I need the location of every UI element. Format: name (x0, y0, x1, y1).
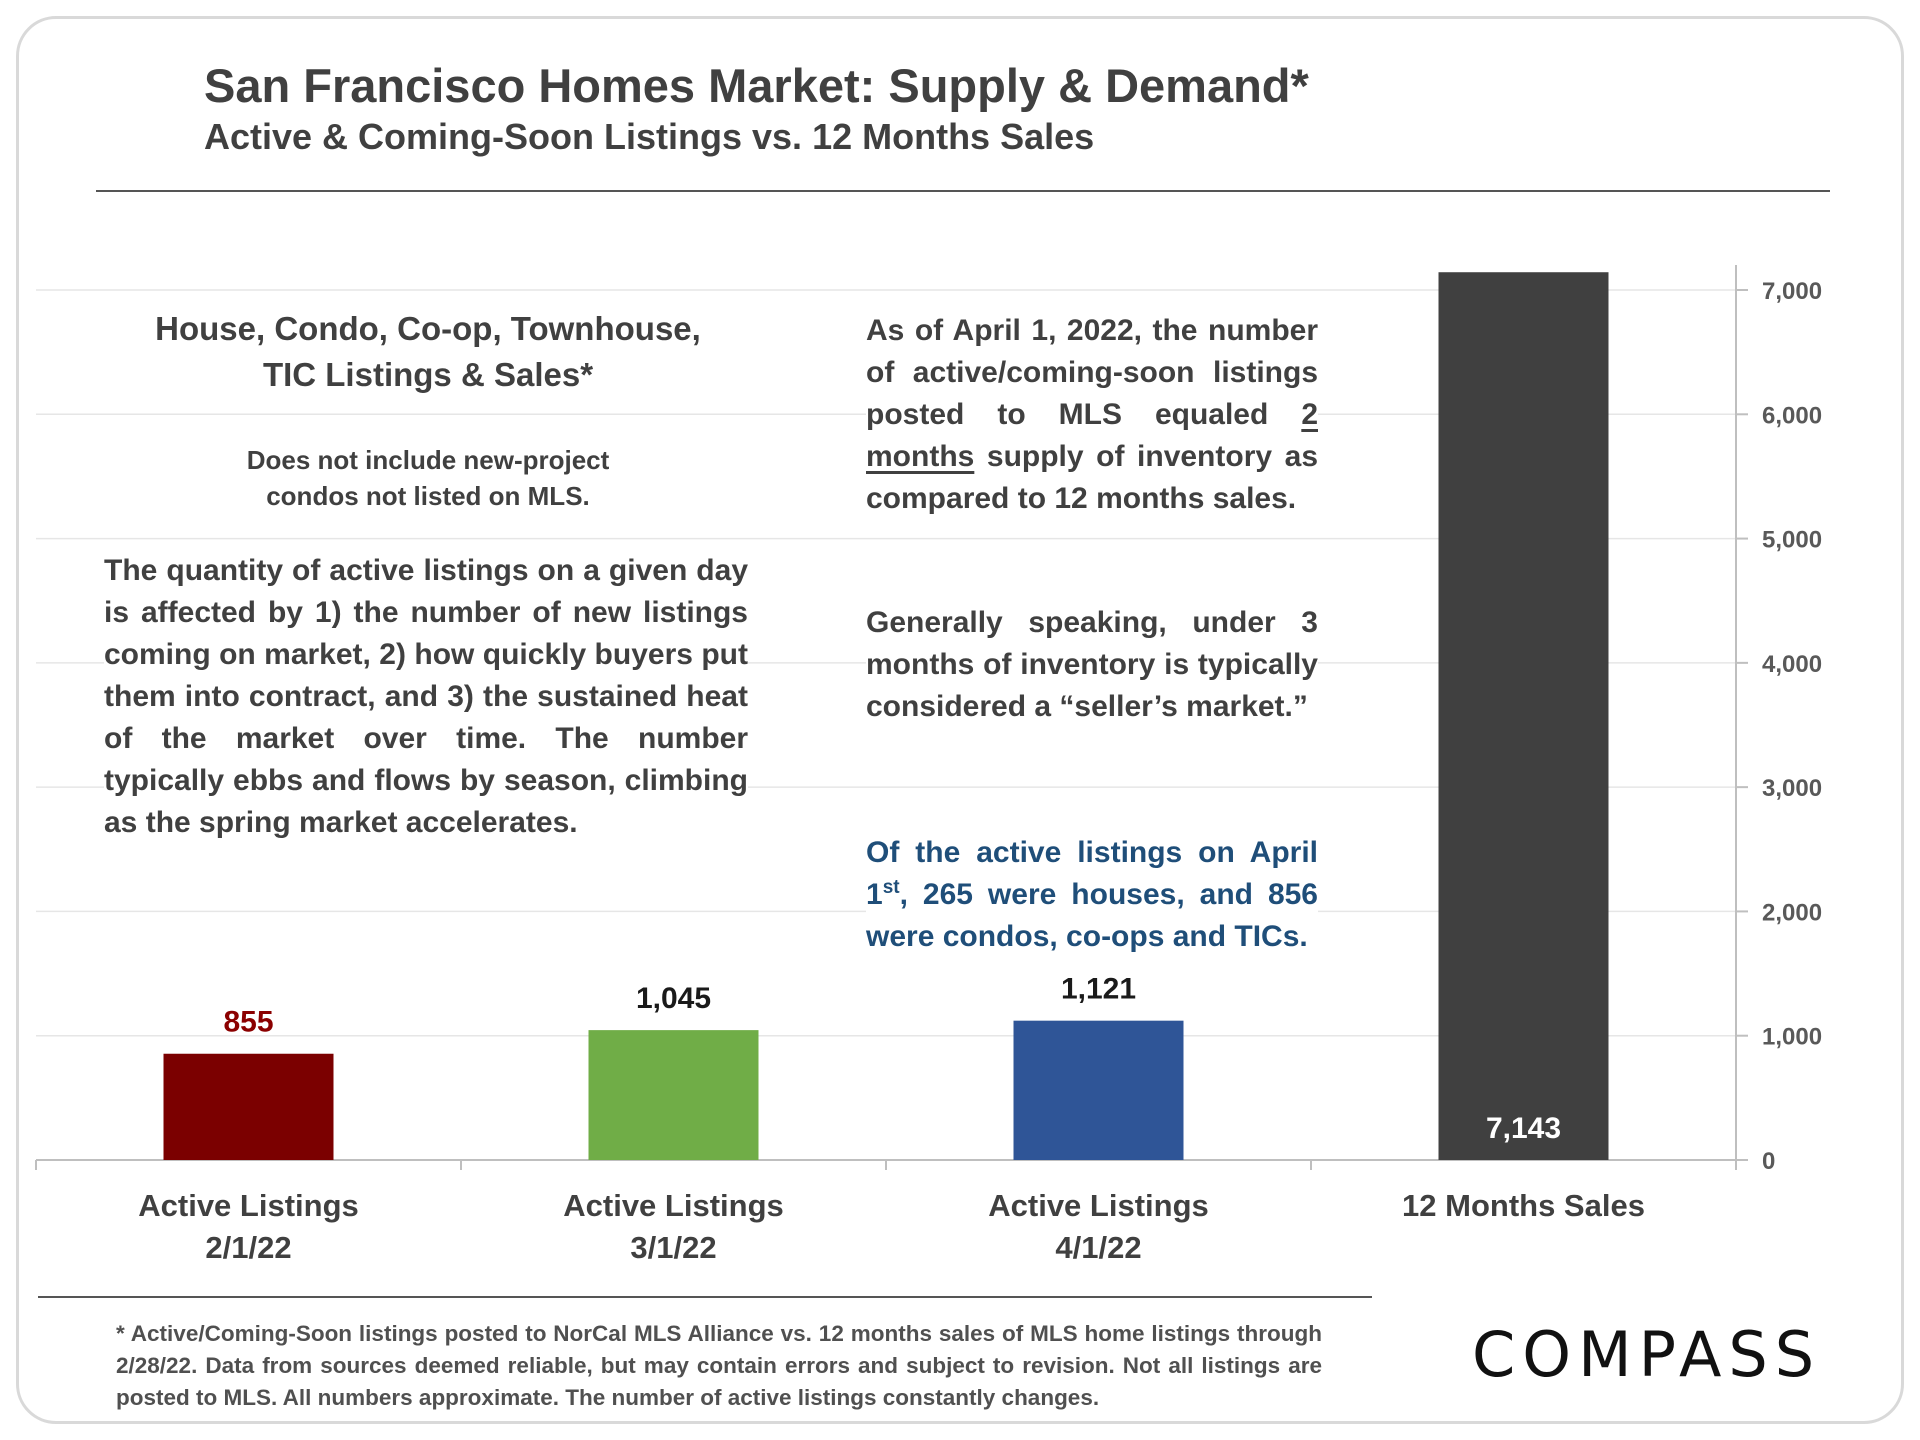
x-category-label: Active Listings (138, 1188, 359, 1223)
inventory-text-end: supply of inventory as compared to 12 mo… (866, 440, 1318, 515)
bars (163, 272, 1609, 1160)
y-tick-label: 3,000 (1762, 775, 1822, 802)
footer-divider (38, 1296, 1372, 1298)
value-labels: 855 1,045 1,121 7,143 (223, 973, 1561, 1145)
y-tick-label: 4,000 (1762, 651, 1822, 678)
bar-value-label: 7,143 (1486, 1112, 1561, 1145)
compass-logo: COMPASS (1472, 1318, 1822, 1391)
y-tick-label: 7,000 (1762, 278, 1822, 305)
x-category-label: 3/1/22 (630, 1230, 716, 1265)
y-tick-labels: 0 1,000 2,000 3,000 4,000 5,000 6,000 7,000 (1762, 278, 1822, 1175)
breakdown-text-end: , 265 were houses, and 856 were condos, … (866, 878, 1318, 953)
breakdown-text-start: Of the active listings on April 1 (866, 836, 1318, 911)
x-category-label: 4/1/22 (1055, 1230, 1141, 1265)
bar (1013, 1020, 1184, 1160)
bar (588, 1030, 759, 1160)
inventory-text-start: As of April 1, 2022, the number of activ… (866, 314, 1318, 431)
bar-value-label: 1,045 (636, 982, 711, 1015)
left-panel-note: Does not include new-project condos not … (200, 442, 656, 514)
x-category-label: Active Listings (563, 1188, 784, 1223)
y-tick-label: 1,000 (1762, 1024, 1822, 1051)
y-tick-label: 2,000 (1762, 899, 1822, 926)
bar-value-label: 855 (223, 1006, 273, 1039)
x-category-label: 2/1/22 (205, 1230, 291, 1265)
bar (1438, 272, 1609, 1160)
header-divider (96, 190, 1830, 192)
slide-frame (16, 16, 1904, 1424)
x-category-label: Active Listings (988, 1188, 1209, 1223)
x-tick-labels: Active Listings 2/1/22 Active Listings 3/1/… (138, 1188, 1645, 1265)
listing-breakdown-paragraph: Of the active listings on April 1st, 265… (866, 832, 1318, 958)
x-category-label: 12 Months Sales (1402, 1188, 1645, 1223)
inventory-paragraph: As of April 1, 2022, the number of activ… (866, 310, 1318, 520)
bar (163, 1053, 334, 1160)
footnote: * Active/Coming-Soon listings posted to … (116, 1321, 1322, 1410)
sellers-market-paragraph: Generally speaking, under 3 months of in… (866, 602, 1318, 728)
y-tick-label: 6,000 (1762, 402, 1822, 429)
y-tick-label: 0 (1762, 1148, 1775, 1175)
breakdown-ordinal: st (882, 877, 900, 898)
bar-value-label: 1,121 (1061, 973, 1136, 1006)
chart-subtitle: Active & Coming-Soon Listings vs. 12 Mon… (204, 116, 1095, 157)
y-tick-label: 5,000 (1762, 527, 1822, 554)
inventory-months-highlight: 2 months (866, 398, 1318, 473)
left-panel-heading: House, Condo, Co-op, Townhouse, TIC List… (140, 306, 716, 398)
left-panel-body: The quantity of active listings on a giv… (104, 550, 748, 844)
chart-title: San Francisco Homes Market: Supply & Dem… (204, 59, 1309, 112)
